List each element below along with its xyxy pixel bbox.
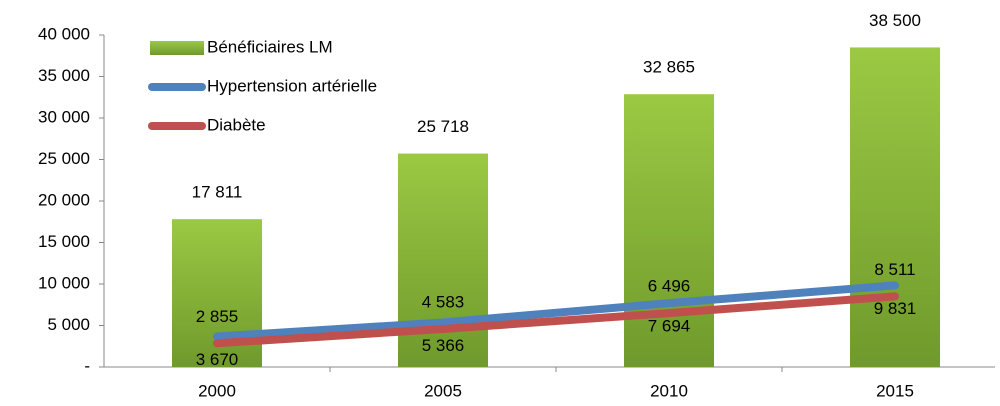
x-tick-label: 2010 <box>650 381 688 400</box>
bar-value-label: 17 811 <box>192 183 243 202</box>
bar-value-label: 32 865 <box>643 58 695 77</box>
line-value-label: 8 511 <box>874 260 915 279</box>
legend-label: Hypertension artérielle <box>207 76 377 95</box>
y-tick-label: 25 000 <box>38 149 90 168</box>
bar-value-label: 25 718 <box>417 117 469 136</box>
y-tick-label: 20 000 <box>38 190 90 209</box>
line-value-label: 6 496 <box>648 277 691 296</box>
y-tick-label: - <box>84 356 90 375</box>
y-tick-label: 35 000 <box>38 66 90 85</box>
line-value-label: 5 366 <box>422 336 465 355</box>
y-tick-label: 40 000 <box>38 24 90 43</box>
line-value-label: 7 694 <box>648 317 691 336</box>
y-tick-label: 30 000 <box>38 107 90 126</box>
bar <box>850 47 940 367</box>
x-tick-label: 2000 <box>198 381 236 400</box>
bar-value-label: 38 500 <box>869 11 921 30</box>
line-value-label: 2 855 <box>196 307 239 326</box>
legend-label: Bénéficiaires LM <box>207 37 333 56</box>
y-tick-label: 10 000 <box>38 273 90 292</box>
x-tick-label: 2005 <box>424 381 462 400</box>
y-tick-label: 15 000 <box>38 232 90 251</box>
legend-swatch <box>150 41 204 55</box>
line-value-label: 3 670 <box>196 350 239 369</box>
line <box>213 281 899 341</box>
x-tick-label: 2015 <box>876 381 914 400</box>
line-value-label: 9 831 <box>874 299 917 318</box>
line <box>213 292 899 348</box>
legend-label: Diabète <box>207 115 266 134</box>
bar <box>624 94 714 368</box>
line-value-label: 4 583 <box>422 292 465 311</box>
y-tick-label: 5 000 <box>47 315 90 334</box>
